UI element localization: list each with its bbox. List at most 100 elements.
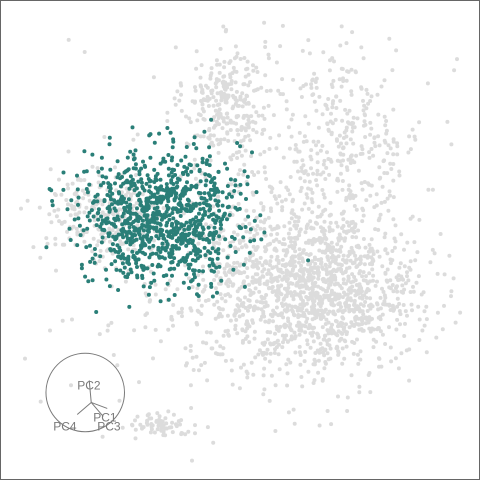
background-point xyxy=(73,212,78,217)
background-point xyxy=(413,258,418,263)
highlight-point xyxy=(113,259,118,264)
background-point xyxy=(358,261,363,266)
background-point xyxy=(387,285,392,290)
background-point xyxy=(201,277,206,282)
background-point xyxy=(57,177,61,182)
background-point xyxy=(297,284,302,289)
background-point xyxy=(220,296,224,301)
background-point xyxy=(378,212,383,217)
background-point xyxy=(442,272,447,277)
highlight-point xyxy=(128,202,133,207)
background-point xyxy=(364,274,368,279)
background-point xyxy=(329,288,334,293)
highlight-point xyxy=(184,243,189,248)
background-point xyxy=(246,83,251,88)
background-point xyxy=(416,274,421,279)
background-point xyxy=(356,168,361,173)
background-point xyxy=(97,332,102,337)
background-point xyxy=(183,432,188,437)
background-point xyxy=(290,309,295,314)
background-point xyxy=(297,325,302,330)
background-point xyxy=(280,257,285,262)
background-point xyxy=(283,253,288,258)
background-point xyxy=(290,304,294,309)
background-point xyxy=(217,70,222,75)
background-point xyxy=(347,307,352,312)
highlight-point xyxy=(155,264,160,269)
highlight-point xyxy=(188,237,193,242)
background-point xyxy=(280,277,285,282)
background-point xyxy=(358,290,363,295)
background-point xyxy=(218,292,223,297)
background-point xyxy=(270,314,275,319)
background-point xyxy=(292,212,296,217)
background-point xyxy=(363,300,368,304)
background-point xyxy=(250,275,255,280)
background-point xyxy=(100,202,105,207)
highlight-point xyxy=(187,162,192,167)
highlight-point xyxy=(145,233,150,238)
background-point xyxy=(300,207,305,212)
background-point xyxy=(424,317,429,322)
background-point xyxy=(327,225,332,230)
highlight-point xyxy=(167,213,172,218)
highlight-point xyxy=(209,117,214,122)
background-point xyxy=(292,336,297,341)
highlight-point xyxy=(120,214,125,219)
background-point xyxy=(339,263,344,268)
background-point xyxy=(169,317,174,321)
background-point xyxy=(385,171,390,176)
background-point xyxy=(350,284,355,289)
highlight-point xyxy=(162,256,167,261)
background-point xyxy=(399,351,404,356)
highlight-point xyxy=(167,267,172,272)
background-point xyxy=(362,180,367,184)
highlight-point xyxy=(153,185,158,190)
background-point xyxy=(358,302,363,307)
background-point xyxy=(347,183,352,188)
background-point xyxy=(361,208,366,213)
background-point xyxy=(405,270,409,275)
highlight-point xyxy=(237,206,242,211)
background-point xyxy=(352,322,357,327)
background-point xyxy=(96,239,101,244)
background-point xyxy=(407,134,412,139)
highlight-point xyxy=(192,268,197,273)
background-point xyxy=(280,77,285,82)
background-point xyxy=(310,210,315,215)
background-point xyxy=(38,399,43,404)
highlight-point xyxy=(133,162,138,167)
background-point xyxy=(215,299,220,304)
highlight-point xyxy=(128,149,133,154)
background-point xyxy=(208,76,213,81)
highlight-point xyxy=(198,254,203,259)
background-point xyxy=(262,227,267,231)
highlight-point xyxy=(175,220,180,225)
background-point xyxy=(388,161,393,166)
background-point xyxy=(144,421,149,425)
background-point xyxy=(179,83,184,88)
highlight-point xyxy=(123,180,128,185)
background-point xyxy=(133,418,137,423)
highlight-point xyxy=(132,188,137,193)
background-point xyxy=(225,262,230,267)
background-point xyxy=(90,164,95,169)
background-point xyxy=(109,320,114,325)
background-point xyxy=(313,265,317,270)
background-point xyxy=(208,133,213,138)
background-point xyxy=(249,360,254,365)
background-point xyxy=(290,208,295,213)
background-point xyxy=(356,228,361,233)
background-point xyxy=(329,130,334,135)
background-point xyxy=(321,337,326,342)
background-point xyxy=(344,141,349,146)
background-point xyxy=(210,346,215,351)
background-point xyxy=(256,170,261,175)
background-point xyxy=(252,329,257,334)
background-point xyxy=(402,264,407,269)
background-point xyxy=(361,278,366,283)
highlight-point xyxy=(203,209,207,214)
background-point xyxy=(126,247,131,252)
highlight-point xyxy=(128,215,133,220)
background-point xyxy=(252,233,257,238)
